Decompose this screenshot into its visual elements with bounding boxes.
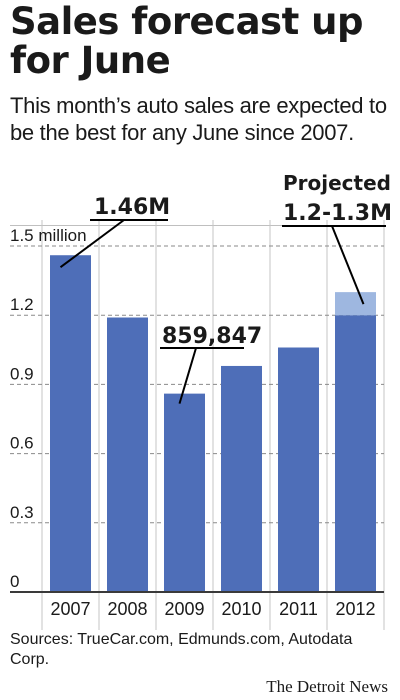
projected-range-bar <box>335 292 376 316</box>
annotation-2009-low: 859,847 <box>162 324 262 349</box>
bar-2007 <box>50 255 91 592</box>
annotation-projected-label: Projected <box>283 171 391 195</box>
x-tick-label: 2007 <box>50 599 90 619</box>
bar-2012 <box>335 315 376 592</box>
x-tick-label: 2010 <box>221 599 261 619</box>
bar-2011 <box>278 347 319 592</box>
source-note: Sources: TrueCar.com, Edmunds.com, Autod… <box>10 631 353 668</box>
annotation-projected-range: 1.2-1.3M <box>283 201 392 226</box>
annotation-leader-line <box>331 225 365 305</box>
x-tick-label: 2012 <box>335 599 375 619</box>
publisher-credit: The Detroit News <box>266 677 388 696</box>
y-tick-label: 0 <box>10 572 19 591</box>
header-rule <box>10 225 374 226</box>
annotation-leader-line <box>178 347 197 404</box>
y-tick-label: 0.3 <box>10 503 34 522</box>
bar-2010 <box>221 365 262 592</box>
chart-title: Sales forecast up for June <box>10 0 363 82</box>
bar-chart: 0 0.3 0.6 0.9 1.2 1.5 million 2007 2008 2009 2010… <box>10 171 392 630</box>
y-tick-label: 0.9 <box>10 364 34 383</box>
x-tick-label: 2011 <box>279 599 318 619</box>
annotation-2007-peak: 1.46M <box>94 195 170 220</box>
x-tick-label: 2008 <box>107 599 147 619</box>
annotation-leader-line <box>59 219 125 269</box>
y-tick-label: 0.6 <box>10 434 34 453</box>
chart-subtitle: This month’s auto sales are expected to … <box>10 93 387 145</box>
x-tick-label: 2009 <box>164 599 204 619</box>
y-tick-label: 1.5 million <box>10 226 87 245</box>
bar-2008 <box>107 317 148 592</box>
bar-2009 <box>164 393 205 592</box>
y-tick-label: 1.2 <box>10 295 34 314</box>
